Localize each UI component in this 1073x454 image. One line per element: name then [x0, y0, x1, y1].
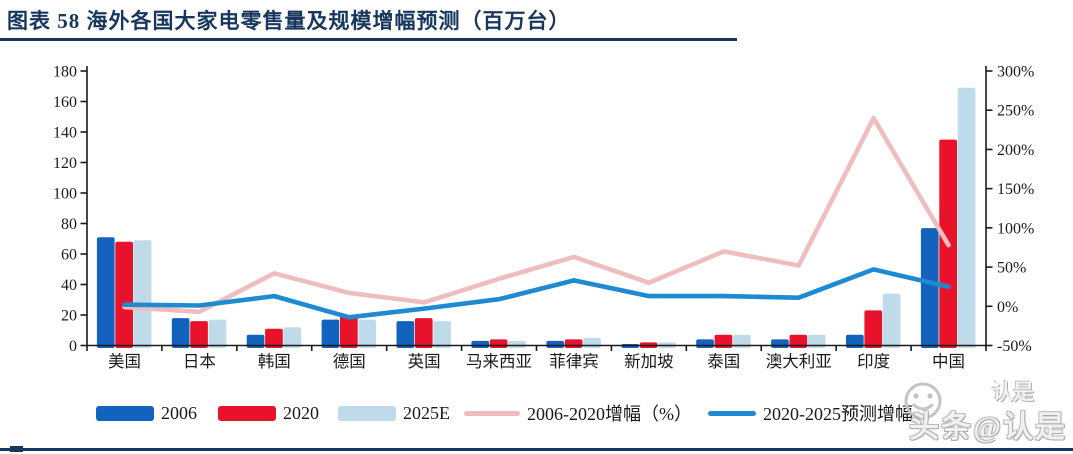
legend-item-2006: 2006 — [96, 401, 197, 425]
bar-2020-德国 — [340, 315, 358, 348]
bar-2020-韩国 — [265, 328, 283, 348]
right-axis-tick-label: 250% — [997, 103, 1034, 120]
bar-2006-英国 — [396, 321, 415, 348]
left-axis-tick-label: 60 — [61, 247, 77, 264]
bottom-rule — [0, 448, 1073, 451]
legend-label-2006: 2006 — [161, 402, 197, 423]
bar-2020-菲律宾 — [564, 339, 583, 348]
right-axis-tick-label: 50% — [997, 260, 1026, 277]
legend-label-2025e: 2025E — [403, 402, 450, 423]
bar-2025E-美国 — [133, 240, 152, 348]
legend-swatch-2006 — [96, 405, 154, 421]
left-axis-tick-label: 80 — [61, 216, 77, 233]
left-axis-tick-label: 40 — [61, 277, 77, 294]
legend-item-growth-2020-2025: 2020-2025预测增幅 — [708, 401, 913, 425]
bar-2006-中国 — [920, 228, 939, 348]
left-axis-tick-label: 0 — [69, 338, 77, 355]
bar-2006-澳大利亚 — [771, 339, 789, 348]
bar-2025E-德国 — [358, 319, 377, 348]
bar-2025E-韩国 — [283, 327, 302, 348]
combo-chart: 0 20 40 60 80 100 120 140 160 180 -50% 0% 50% 100% 150… — [53, 64, 1034, 372]
bar-2020-印度 — [864, 310, 883, 348]
bar-series-2006 — [96, 228, 939, 348]
legend-swatch-2025e — [338, 405, 396, 421]
category-label-日本: 日本 — [183, 352, 216, 371]
category-label-印度: 印度 — [857, 352, 890, 371]
legend-label-growth-2020-2025: 2020-2025预测增幅 — [763, 404, 913, 424]
legend-label-growth-2006-2020: 2006-2020增幅（%） — [527, 404, 692, 424]
bar-2006-马来西亚 — [471, 340, 490, 348]
bar-2025E-菲律宾 — [583, 337, 601, 348]
legend-swatch-growth-2020-2025 — [708, 410, 756, 416]
bar-2006-日本 — [171, 318, 190, 348]
right-axis-tick-label: 100% — [997, 220, 1034, 237]
category-label-中国: 中国 — [932, 352, 965, 371]
bar-2006-美国 — [96, 237, 115, 348]
category-label-韩国: 韩国 — [258, 352, 291, 371]
bar-2025E-印度 — [882, 293, 901, 348]
legend-swatch-growth-2006-2020 — [464, 410, 520, 416]
left-axis-tick-label: 160 — [53, 94, 77, 111]
axes — [80, 66, 993, 351]
line-series-2006-2020增幅（%） — [122, 115, 951, 315]
bar-2020-马来西亚 — [489, 339, 508, 348]
bar-2020-美国 — [115, 241, 133, 348]
bar-2006-菲律宾 — [546, 340, 565, 348]
figure-title: 图表 58 海外各国大家电零售量及规模增幅预测（百万台） — [7, 9, 571, 33]
bar-2020-英国 — [414, 318, 433, 348]
legend-item-2020: 2020 — [218, 401, 319, 425]
bar-2020-日本 — [190, 321, 208, 348]
category-label-新加坡: 新加坡 — [624, 352, 674, 371]
category-label-马来西亚: 马来西亚 — [466, 352, 532, 371]
left-axis-tick-label: 100 — [53, 186, 77, 203]
right-axis-tick-label: -50% — [997, 338, 1032, 355]
right-axis-tick-label: 150% — [997, 181, 1034, 198]
category-label-德国: 德国 — [333, 352, 366, 371]
right-axis-tick-label: 300% — [997, 64, 1034, 81]
bar-2006-德国 — [321, 319, 340, 348]
category-label-菲律宾: 菲律宾 — [549, 352, 599, 371]
legend-swatch-2020 — [218, 405, 276, 421]
left-axis-tick-label: 180 — [53, 64, 77, 81]
right-axis-tick-label: 200% — [997, 142, 1034, 159]
legend-label-2020: 2020 — [283, 402, 319, 423]
title-underline — [0, 38, 737, 41]
left-axis-tick-label: 140 — [53, 125, 77, 142]
left-axis-tick-label: 20 — [61, 308, 77, 325]
right-axis-tick-label: 0% — [997, 299, 1018, 316]
category-label-英国: 英国 — [408, 352, 441, 371]
left-axis-tick-label: 120 — [53, 155, 77, 172]
category-label-美国: 美国 — [108, 352, 141, 371]
bar-series-2025E — [133, 87, 976, 349]
bar-series-2020 — [115, 139, 957, 348]
bar-2025E-英国 — [433, 321, 451, 348]
chart-legend: 2006 2020 2025E 2006-2020增幅（%） 2020-2025… — [0, 401, 1073, 425]
category-label-泰国: 泰国 — [707, 352, 740, 371]
axis-labels: 0 20 40 60 80 100 120 140 160 180 -50% 0% 50% 100% 150… — [53, 64, 1034, 372]
legend-item-2025e: 2025E — [338, 401, 450, 425]
bar-2006-泰国 — [696, 339, 714, 348]
category-label-澳大利亚: 澳大利亚 — [766, 352, 832, 371]
bar-2025E-马来西亚 — [508, 340, 526, 348]
bar-2025E-中国 — [957, 87, 976, 349]
legend-item-growth-2006-2020: 2006-2020增幅（%） — [464, 401, 692, 425]
line-series-2020-2025预测增幅 — [122, 267, 951, 320]
bar-2025E-日本 — [208, 319, 227, 348]
